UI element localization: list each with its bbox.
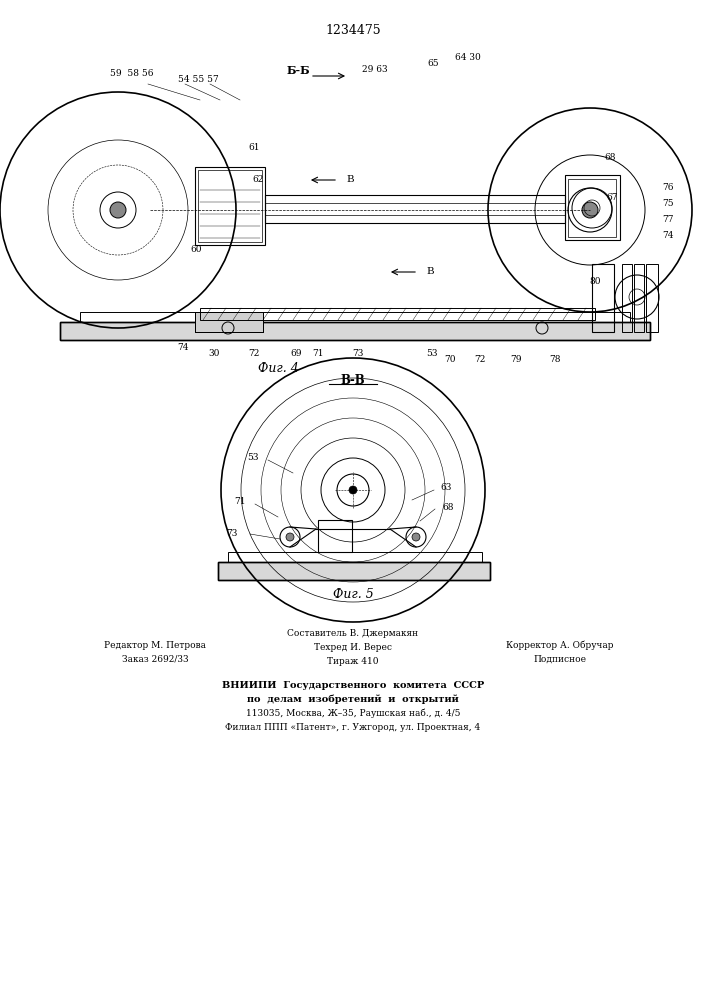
Text: 72: 72 [474, 356, 486, 364]
Bar [195, 312, 263, 332]
Text: 29 63: 29 63 [362, 66, 387, 75]
Text: 30: 30 [209, 349, 220, 358]
Bar [646, 264, 658, 332]
Text: 67: 67 [606, 194, 618, 202]
Text: Редактор М. Петрова: Редактор М. Петрова [104, 641, 206, 650]
Text: 68: 68 [604, 153, 616, 162]
Bar [60, 322, 650, 340]
Text: 76: 76 [662, 184, 674, 192]
Text: Тираж 410: Тираж 410 [327, 656, 379, 666]
Text: Фиг. 5: Фиг. 5 [332, 588, 373, 601]
Bar [80, 312, 630, 322]
Text: Фиг. 4: Фиг. 4 [257, 361, 298, 374]
Bar [218, 562, 490, 580]
Bar [60, 322, 650, 340]
Text: 72: 72 [248, 349, 259, 358]
Text: 113035, Москва, Ж–35, Раушская наб., д. 4/5: 113035, Москва, Ж–35, Раушская наб., д. … [246, 708, 460, 718]
Bar [198, 170, 262, 242]
Circle shape [412, 533, 420, 541]
Text: 75: 75 [662, 198, 674, 208]
Text: 77: 77 [662, 216, 674, 225]
Text: 63: 63 [440, 484, 452, 492]
Bar [634, 264, 644, 332]
Circle shape [582, 202, 598, 218]
Text: 59  58 56: 59 58 56 [110, 70, 153, 79]
Text: 53: 53 [247, 454, 259, 462]
Text: Корректор А. Обручар: Корректор А. Обручар [506, 640, 614, 650]
Text: 73: 73 [352, 349, 363, 358]
Bar [228, 552, 482, 562]
Text: В-В: В-В [341, 373, 366, 386]
Text: Техред И. Верес: Техред И. Верес [314, 643, 392, 652]
Circle shape [286, 533, 294, 541]
Text: 71: 71 [234, 497, 246, 506]
Text: Б-Б: Б-Б [286, 64, 310, 76]
Text: по  делам  изобретений  и  открытий: по делам изобретений и открытий [247, 694, 459, 704]
Bar [568, 179, 616, 237]
Text: 62: 62 [252, 176, 264, 184]
Text: 53: 53 [426, 349, 438, 358]
Text: 79: 79 [510, 356, 522, 364]
Circle shape [110, 202, 126, 218]
Text: 80: 80 [589, 277, 601, 286]
Text: 65: 65 [427, 58, 439, 68]
Text: ВНИИПИ  Государственного  комитета  СССР: ВНИИПИ Государственного комитета СССР [222, 680, 484, 690]
Text: 61: 61 [248, 143, 259, 152]
Bar [318, 520, 352, 552]
Text: В: В [346, 176, 354, 184]
Text: 1234475: 1234475 [325, 23, 381, 36]
Text: 68: 68 [443, 504, 454, 512]
Circle shape [349, 486, 357, 494]
Text: В: В [426, 267, 433, 276]
Text: 60: 60 [190, 245, 201, 254]
Text: 70: 70 [444, 356, 456, 364]
Text: 54 55 57: 54 55 57 [177, 75, 218, 84]
Text: Составитель В. Джермакян: Составитель В. Джермакян [288, 629, 419, 638]
Bar [218, 562, 490, 580]
Text: 64 30: 64 30 [455, 53, 481, 62]
Bar [195, 312, 263, 332]
Text: Филиал ППП «Патент», г. Ужгород, ул. Проектная, 4: Филиал ППП «Патент», г. Ужгород, ул. Про… [226, 722, 481, 732]
Text: 69: 69 [291, 349, 302, 358]
Bar [565, 175, 620, 240]
Text: Подписное: Подписное [534, 654, 587, 664]
Text: 74: 74 [177, 344, 189, 353]
Bar [200, 308, 595, 320]
Bar [622, 264, 632, 332]
Text: 74: 74 [662, 231, 674, 239]
Text: 71: 71 [312, 349, 324, 358]
Bar [195, 167, 265, 245]
Text: 78: 78 [549, 356, 561, 364]
Bar [265, 195, 565, 223]
Text: Заказ 2692/33: Заказ 2692/33 [122, 654, 188, 664]
Text: 73: 73 [226, 528, 238, 538]
Bar [592, 264, 614, 332]
